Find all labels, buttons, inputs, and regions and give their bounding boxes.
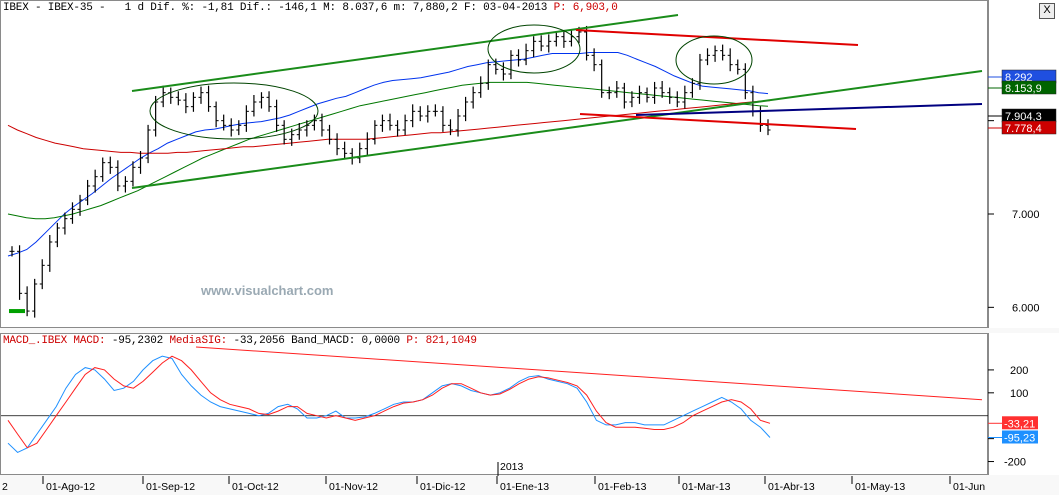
x-tick-label: 01-Mar-13 (682, 481, 731, 493)
macd-flag-label: -33,21 (1004, 418, 1035, 430)
x-tick-label: 01-Ago-12 (46, 481, 95, 493)
price-panel[interactable]: IBEX - IBEX-35 - 1 d Dif. %: -1,81 Dif.:… (0, 0, 988, 328)
p-label: P: (406, 335, 420, 347)
macd-axis (988, 333, 1059, 475)
band-label: Band_MACD: (291, 335, 356, 347)
price-flag-label: 7.778,4 (1005, 123, 1042, 135)
p-value: 821,1049 (425, 335, 477, 347)
x-tick-label: 01-Jun (953, 481, 985, 493)
price-axis: X (988, 0, 1059, 328)
min-label: m: 7,880,2 (393, 2, 458, 14)
macd-flag-label: -95,23 (1004, 432, 1035, 444)
x-tick-label: 01-Oct-12 (232, 481, 279, 493)
macd-header: MACD_.IBEX MACD: -95,2302 MediaSIG: -33,… (3, 335, 477, 347)
macd-ytick-label: 100 (1010, 388, 1028, 400)
sig-label: MediaSIG: (169, 335, 228, 347)
dif-label: Dif.: -146,1 (239, 2, 317, 14)
ma-blue-line (7, 52, 769, 257)
sig-value: -33,2056 (233, 335, 285, 347)
x-tick-label: 01-Dic-12 (420, 481, 466, 493)
trendline-green-upper (131, 14, 679, 92)
dif-pct-label: Dif. %: -1,81 (150, 2, 234, 14)
band-value: 0,0000 (361, 335, 401, 347)
ellipse-annotation (487, 24, 581, 74)
low-marker (9, 309, 25, 314)
x-left-stub-label: 2 (2, 481, 8, 493)
close-button[interactable]: X (1039, 3, 1055, 19)
ellipse-annotation (149, 82, 319, 140)
ma-green-line (7, 81, 769, 220)
timeframe-label: 1 d (124, 2, 144, 14)
macd-ytick-label: -200 (1004, 457, 1026, 469)
macd-line (7, 355, 771, 453)
trendline-red-lower (579, 113, 857, 130)
x-tick-label: 01-Feb-13 (598, 481, 647, 493)
price-ytick-label: 6.000 (1012, 302, 1040, 314)
max-label: M: 8.037,6 (323, 2, 388, 14)
x-tick-label: 01-May-13 (855, 481, 905, 493)
date-label: F: 03-04-2013 (463, 2, 548, 14)
p-value-label: P: 6,903,0 (553, 2, 618, 14)
price-flag-label: 8.153,9 (1005, 83, 1042, 95)
macd-label: MACD_.IBEX MACD: (3, 335, 106, 347)
signal-line (7, 355, 771, 449)
macd-ytick-label: 200 (1010, 365, 1028, 377)
price-ytick-label: 7.000 (1012, 209, 1040, 221)
price-flag-label: 7.904,3 (1005, 111, 1042, 123)
x-tick-label: 01-Sep-12 (146, 481, 195, 493)
year-marker-label: 2013 (500, 461, 524, 473)
trendline-red-upper (575, 29, 859, 46)
macd-flag (1002, 416, 1038, 430)
x-tick-label: 01-Abr-13 (768, 481, 815, 493)
macd-value: -95,2302 (111, 335, 164, 347)
ma-red-line (7, 100, 771, 154)
ellipse-annotation (675, 35, 753, 85)
trendline-navy (635, 103, 983, 116)
symbol-label: IBEX - IBEX-35 - (3, 2, 106, 14)
trendline-green-lower (131, 70, 983, 189)
macd-trendline (195, 346, 983, 401)
watermark: www.visualchart.com (201, 283, 334, 298)
x-tick-label: 01-Nov-12 (329, 481, 378, 493)
price-header: IBEX - IBEX-35 - 1 d Dif. %: -1,81 Dif.:… (3, 2, 618, 14)
x-tick-label: 01-Ene-13 (500, 481, 549, 493)
macd-flag (1002, 430, 1038, 444)
